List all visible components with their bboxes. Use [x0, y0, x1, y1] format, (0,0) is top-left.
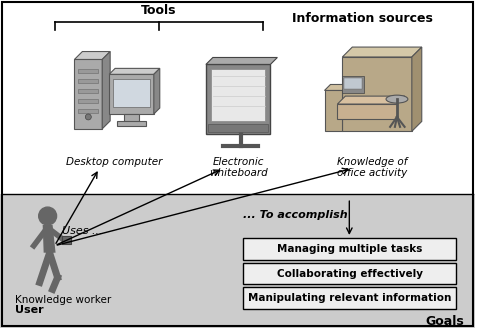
Bar: [206, 65, 271, 134]
Text: Tools: Tools: [141, 4, 177, 17]
Polygon shape: [102, 52, 110, 129]
Bar: [113, 79, 150, 107]
Bar: [337, 104, 397, 119]
Polygon shape: [74, 52, 110, 60]
Polygon shape: [43, 225, 56, 253]
Bar: [109, 74, 154, 114]
Text: User: User: [15, 305, 44, 315]
Text: Uses ...: Uses ...: [61, 226, 102, 236]
Polygon shape: [109, 69, 160, 74]
Bar: [342, 75, 364, 93]
Circle shape: [85, 114, 91, 120]
Bar: [0, 194, 475, 328]
Bar: [79, 99, 98, 103]
Bar: [124, 114, 139, 122]
Bar: [61, 236, 71, 244]
FancyBboxPatch shape: [243, 287, 456, 309]
Bar: [211, 70, 265, 121]
Polygon shape: [337, 96, 405, 104]
Bar: [208, 124, 268, 132]
Text: Desktop computer: Desktop computer: [66, 157, 162, 166]
Text: Goals: Goals: [426, 315, 465, 328]
Bar: [79, 79, 98, 83]
Text: Information sources: Information sources: [292, 12, 433, 25]
Bar: [74, 60, 102, 129]
Circle shape: [39, 207, 57, 225]
Text: Knowledge worker: Knowledge worker: [15, 295, 111, 305]
Text: ... To accomplish: ... To accomplish: [243, 210, 348, 220]
Ellipse shape: [386, 95, 408, 103]
Bar: [79, 89, 98, 93]
Bar: [79, 70, 98, 73]
Text: Manipulating relevant information: Manipulating relevant information: [248, 293, 452, 303]
Bar: [324, 90, 342, 131]
Text: Managing multiple tasks: Managing multiple tasks: [277, 244, 422, 254]
Bar: [79, 109, 98, 113]
Text: Knowledge of
office activity: Knowledge of office activity: [337, 157, 407, 178]
Polygon shape: [412, 47, 422, 131]
Bar: [116, 121, 147, 126]
Bar: [344, 77, 362, 89]
Text: Collaborating effectively: Collaborating effectively: [277, 268, 423, 278]
Polygon shape: [154, 69, 160, 114]
Polygon shape: [324, 84, 348, 90]
FancyBboxPatch shape: [243, 238, 456, 260]
Bar: [0, 0, 475, 194]
Text: Electronic
whiteboard: Electronic whiteboard: [209, 157, 268, 178]
Polygon shape: [206, 58, 277, 65]
Polygon shape: [342, 47, 422, 57]
FancyBboxPatch shape: [243, 262, 456, 284]
Bar: [342, 57, 412, 131]
